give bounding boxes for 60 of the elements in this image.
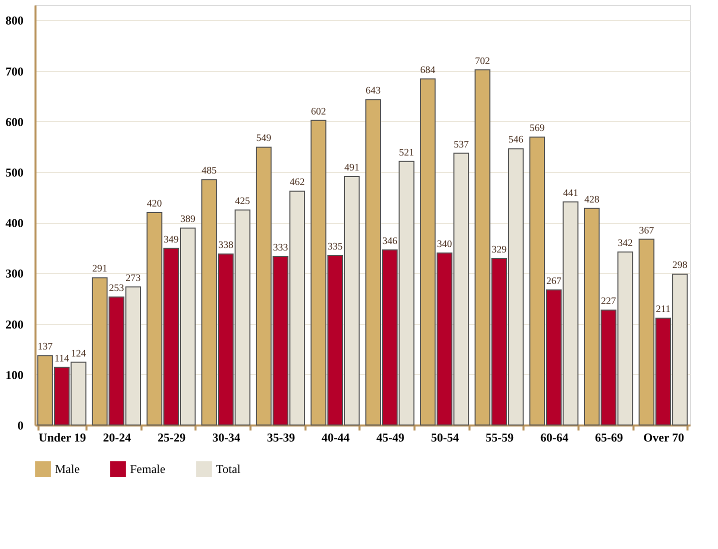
y-tick-label: 100 [6, 368, 24, 382]
legend-label: Total [216, 462, 242, 476]
data-label: 549 [256, 133, 272, 144]
data-label: 537 [454, 139, 469, 150]
x-tick-label: 50-54 [431, 430, 460, 444]
data-label: 291 [92, 264, 108, 275]
x-tick-label: 60-64 [540, 430, 568, 444]
y-tick-label: 200 [6, 317, 24, 332]
data-label: 702 [474, 56, 490, 67]
data-label: 485 [202, 166, 217, 177]
data-label: 340 [437, 238, 452, 250]
y-tick-label: 0 [18, 418, 24, 432]
data-label: 546 [508, 134, 524, 146]
data-label: 441 [563, 188, 578, 199]
data-label: 521 [399, 147, 414, 158]
x-tick-label: 55-59 [486, 430, 514, 444]
data-label: 124 [70, 348, 86, 360]
y-tick-label: 700 [6, 64, 24, 78]
data-label: 349 [164, 234, 179, 246]
y-tick-label: 400 [6, 216, 24, 230]
data-label: 684 [420, 64, 436, 76]
y-tick-label: 300 [6, 266, 24, 281]
data-label: 367 [639, 225, 654, 236]
data-label: 333 [272, 242, 288, 254]
x-tick-label: Over 70 [643, 430, 684, 444]
data-label: 491 [344, 162, 360, 174]
x-tick-label: 35-39 [266, 430, 295, 444]
data-label: 329 [492, 244, 507, 256]
data-label: 342 [618, 238, 633, 249]
data-label: 267 [546, 276, 562, 287]
x-tick-label: 25-29 [158, 430, 186, 444]
x-tick-label: 30-34 [212, 430, 240, 444]
data-label: 114 [54, 353, 70, 364]
x-tick-label: 20-24 [102, 430, 131, 444]
data-label: 425 [235, 196, 250, 207]
data-label: 346 [382, 236, 398, 247]
data-label: 602 [310, 106, 326, 118]
data-label: 338 [218, 240, 234, 251]
x-tick-label: 45-49 [376, 430, 404, 444]
y-tick-label: 500 [6, 165, 24, 180]
y-tick-label: 800 [6, 14, 24, 28]
data-label: 428 [584, 194, 600, 206]
x-tick-label: Under 19 [38, 430, 86, 444]
x-tick-label: 40-44 [322, 430, 350, 444]
legend-label: Female [130, 462, 166, 476]
legend-label: Male [55, 462, 80, 476]
y-tick-label: 600 [6, 114, 24, 129]
data-label: 298 [672, 260, 688, 272]
data-label: 211 [656, 304, 671, 316]
data-label: 335 [328, 241, 343, 252]
data-label: 462 [290, 177, 305, 188]
data-label: 420 [146, 198, 162, 210]
data-label: 643 [366, 86, 381, 97]
x-tick-label: 65-69 [595, 430, 624, 444]
data-label: 389 [180, 214, 196, 226]
data-label: 569 [530, 123, 545, 134]
data-label: 253 [108, 282, 124, 294]
data-label: 273 [126, 272, 141, 284]
data-label: 227 [601, 296, 616, 308]
data-label: 137 [38, 342, 53, 353]
